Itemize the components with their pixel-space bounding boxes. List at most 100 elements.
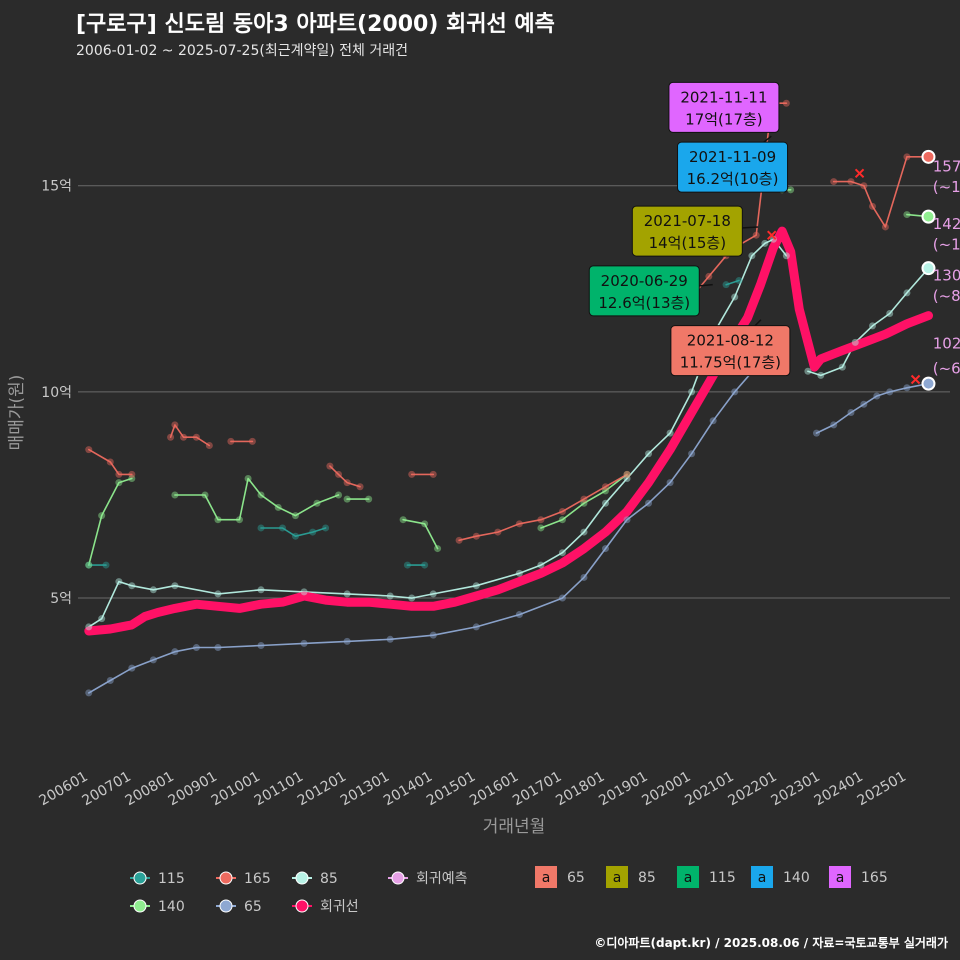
- chart-subtitle: 2006-01-02 ~ 2025-07-25(최근계약일) 전체 거래건: [76, 43, 408, 59]
- transaction-point: [205, 441, 213, 449]
- legend-label: 회귀선: [320, 899, 359, 915]
- transaction-point: [171, 648, 179, 656]
- transaction-point: [214, 644, 222, 652]
- transaction-point: [356, 483, 364, 491]
- x-tick-label: 201001: [209, 769, 263, 810]
- transaction-point: [903, 384, 911, 392]
- transaction-point: [886, 310, 894, 318]
- transaction-point: [180, 433, 188, 441]
- series-line-65: [815, 382, 930, 434]
- transaction-point: [558, 549, 566, 557]
- transaction-point: [214, 516, 222, 524]
- legend-label: 115: [158, 871, 185, 887]
- x-tick-label: 201501: [424, 769, 478, 810]
- transaction-point: [731, 293, 739, 301]
- legend-label: 65: [244, 899, 262, 915]
- transaction-point: [149, 656, 157, 664]
- transaction-point: [623, 470, 631, 478]
- prediction-label: 130,050: [933, 267, 960, 285]
- transaction-point: [455, 536, 463, 544]
- legend-fill-key: [535, 866, 557, 888]
- callout-box: [631, 205, 743, 257]
- transaction-point: [813, 429, 821, 437]
- transaction-point: [873, 392, 881, 400]
- legend-marker: [133, 899, 147, 913]
- transaction-point: [804, 367, 812, 375]
- x-tick-label: 201101: [252, 769, 306, 810]
- transaction-point: [274, 503, 282, 511]
- callout-date: 2021-11-09: [689, 148, 776, 166]
- transaction-point: [128, 664, 136, 672]
- legend-marker: [219, 899, 233, 913]
- transaction-point: [838, 363, 846, 371]
- transaction-point: [343, 590, 351, 598]
- x-axis-title: 거래년월: [483, 817, 546, 837]
- transaction-point: [830, 178, 838, 186]
- callout-price: 16.2억(10층): [687, 170, 779, 188]
- transaction-point: [235, 516, 243, 524]
- transaction-point: [472, 532, 480, 540]
- prediction-label: (~165㎡): [933, 178, 960, 196]
- series-line-165: [169, 424, 211, 447]
- transaction-point: [537, 561, 545, 569]
- legend-marker: [219, 871, 233, 885]
- transaction-point: [291, 532, 299, 540]
- transaction-point: [408, 470, 416, 478]
- transaction-point: [580, 495, 588, 503]
- transaction-point: [903, 289, 911, 297]
- series-line-165: [88, 448, 133, 476]
- legend-marker: [295, 899, 309, 913]
- transaction-point: [326, 462, 334, 470]
- transaction-point: [666, 479, 674, 487]
- transaction-point: [98, 615, 106, 623]
- transaction-point: [602, 499, 610, 507]
- transaction-point: [429, 470, 437, 478]
- transaction-point: [201, 491, 209, 499]
- legend-fill-glyph: a: [613, 870, 622, 886]
- transaction-point: [244, 474, 252, 482]
- transaction-point: [735, 277, 743, 285]
- transaction-point: [868, 322, 876, 330]
- transaction-point: [860, 400, 868, 408]
- transaction-point: [722, 281, 730, 289]
- transaction-point: [171, 421, 179, 429]
- transaction-point: [748, 252, 756, 260]
- transaction-point: [515, 569, 523, 577]
- prediction-label: 102,038: [933, 335, 960, 353]
- transaction-point: [881, 223, 889, 231]
- transaction-point: [102, 561, 110, 569]
- x-tick-label: 201301: [338, 769, 392, 810]
- transaction-point: [167, 433, 175, 441]
- transaction-point: [645, 450, 653, 458]
- legend-label: 85: [320, 871, 338, 887]
- legend-label: 140: [783, 870, 810, 886]
- callout-box: [677, 141, 789, 193]
- prediction-label: (~140㎡): [933, 236, 960, 254]
- prediction-label: 157,000: [933, 157, 960, 175]
- x-tick-label: 202201: [725, 769, 779, 810]
- transaction-point: [645, 499, 653, 507]
- transaction-point: [782, 99, 790, 107]
- transaction-point: [666, 429, 674, 437]
- transaction-point: [257, 641, 265, 649]
- legend-fill-glyph: a: [836, 870, 845, 886]
- x-tick-label: 202401: [812, 769, 866, 810]
- transaction-point: [248, 437, 256, 445]
- transaction-point: [313, 499, 321, 507]
- transaction-point: [106, 458, 114, 466]
- x-tick-label: 202501: [855, 769, 909, 810]
- transaction-point: [602, 487, 610, 495]
- legend-label: 65: [567, 870, 585, 886]
- legend-label: 140: [158, 899, 185, 915]
- transaction-point: [515, 611, 523, 619]
- transaction-point: [472, 623, 480, 631]
- transaction-point: [602, 483, 610, 491]
- y-tick-label: 5억: [50, 591, 72, 607]
- transaction-point: [335, 491, 343, 499]
- transaction-point: [300, 588, 308, 596]
- legend-fill-glyph: a: [542, 870, 551, 886]
- transaction-point: [128, 474, 136, 482]
- transaction-point: [85, 689, 93, 697]
- x-mark: [767, 230, 777, 240]
